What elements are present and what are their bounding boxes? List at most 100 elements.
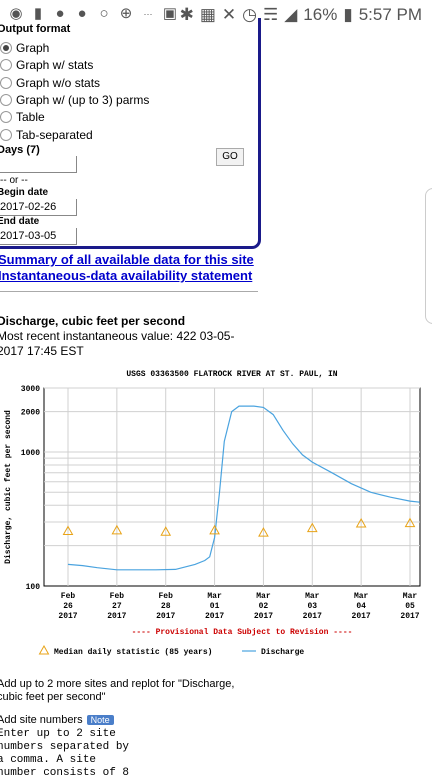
y-axis-label: Discharge, cubic feet per second bbox=[4, 410, 13, 564]
summary-link[interactable]: Summary of all available data for this s… bbox=[0, 252, 254, 267]
radio-label: Table bbox=[16, 110, 45, 124]
or-label: -- or -- bbox=[0, 175, 28, 186]
x-tick-label: 2017 bbox=[352, 612, 371, 621]
begin-date-input[interactable]: 2017-02-26 bbox=[0, 199, 77, 216]
median-point bbox=[209, 524, 220, 535]
availability-link[interactable]: Instantaneous-data availability statemen… bbox=[0, 268, 253, 283]
x-tick-label: 2017 bbox=[58, 612, 77, 621]
y-tick-label: 1000 bbox=[21, 449, 40, 458]
x-tick-label: 2017 bbox=[400, 612, 419, 621]
radio-button[interactable] bbox=[0, 77, 12, 89]
image-icon: ▣ bbox=[162, 5, 178, 22]
radio-graph[interactable]: Graph bbox=[0, 41, 49, 55]
x-tick-label: 01 bbox=[210, 602, 220, 611]
radio-graph-with-stats[interactable]: Graph w/ stats bbox=[0, 58, 93, 72]
radio-label: Graph w/ stats bbox=[16, 58, 94, 72]
system-icons: ✱ ▦ ✕ ◷ ☴ ◢ 16% ▮ 5:57 PM bbox=[180, 5, 422, 25]
days-label: Days (7) bbox=[0, 144, 40, 156]
radio-button[interactable] bbox=[0, 94, 12, 106]
x-tick-label: 27 bbox=[112, 602, 122, 611]
x-tick-label: Mar bbox=[403, 592, 418, 601]
median-point bbox=[306, 522, 318, 533]
parameter-title: Discharge, cubic feet per second bbox=[0, 314, 186, 328]
radio-graph-with-parms[interactable]: Graph w/ (up to 3) parms bbox=[0, 93, 149, 107]
legend-median-label: Median daily statistic (85 years) bbox=[54, 648, 212, 657]
x-tick-label: 03 bbox=[307, 602, 317, 611]
add-site-numbers-row[interactable]: Add site numbers Note bbox=[0, 714, 114, 726]
more-icon: ··· bbox=[143, 9, 153, 19]
x-tick-label: Mar bbox=[354, 592, 369, 601]
add-site-label[interactable]: Add site numbers bbox=[0, 714, 83, 726]
x-tick-label: 02 bbox=[259, 602, 269, 611]
x-tick-label: Feb bbox=[61, 592, 76, 601]
x-tick-label: 04 bbox=[356, 602, 366, 611]
chart-title: USGS 03363500 FLATROCK RIVER AT ST. PAUL… bbox=[126, 370, 337, 379]
app-icon: ● bbox=[55, 5, 65, 22]
x-tick-label: 26 bbox=[63, 602, 73, 611]
radio-table[interactable]: Table bbox=[0, 110, 45, 124]
radio-graph-without-stats[interactable]: Graph w/o stats bbox=[0, 76, 100, 90]
hydrograph-chart: USGS 03363500 FLATROCK RIVER AT ST. PAUL… bbox=[0, 362, 432, 662]
recent-value: Most recent instantaneous value: 422 03-… bbox=[0, 329, 235, 358]
radio-label: Graph w/ (up to 3) parms bbox=[16, 93, 150, 107]
clock: 5:57 PM bbox=[358, 5, 422, 24]
discharge-line bbox=[67, 405, 420, 571]
output-format-label: Output format bbox=[0, 23, 71, 35]
radio-button[interactable] bbox=[0, 59, 12, 71]
chart-svg: USGS 03363500 FLATROCK RIVER AT ST. PAUL… bbox=[4, 370, 421, 657]
go-button[interactable]: GO bbox=[216, 148, 244, 166]
pinterest-icon: ◉ bbox=[9, 5, 23, 22]
radio-button[interactable] bbox=[0, 129, 12, 141]
circle-icon: ○ bbox=[99, 5, 109, 22]
plus-icon: ⊕ bbox=[119, 5, 133, 22]
side-scroll-handle[interactable] bbox=[425, 188, 432, 324]
x-tick-label: Feb bbox=[110, 592, 125, 601]
message-icon: ▮ bbox=[33, 5, 43, 22]
x-tick-label: Mar bbox=[305, 592, 320, 601]
provisional-note: ---- Provisional Data Subject to Revisio… bbox=[132, 628, 353, 637]
output-options-box bbox=[0, 18, 261, 249]
nfc-icon: ▦ bbox=[199, 5, 216, 24]
radio-label: Tab-separated bbox=[16, 128, 93, 142]
end-date-label: End date bbox=[0, 216, 40, 227]
median-point bbox=[160, 526, 172, 536]
x-tick-label: 2017 bbox=[107, 612, 126, 621]
app-icon-2: ● bbox=[77, 5, 87, 22]
bluetooth-icon: ✱ bbox=[179, 5, 194, 24]
median-point bbox=[355, 517, 367, 528]
begin-date-label: Begin date bbox=[0, 187, 49, 198]
y-tick-label: 100 bbox=[26, 583, 41, 592]
wifi-icon: ☴ bbox=[262, 5, 279, 24]
note-badge[interactable]: Note bbox=[86, 715, 114, 725]
enter-site-instructions: Enter up to 2 site numbers separated by … bbox=[0, 728, 130, 779]
median-point bbox=[62, 525, 74, 536]
radio-button[interactable] bbox=[0, 42, 12, 54]
y-tick-label: 3000 bbox=[21, 385, 40, 394]
plot-area bbox=[43, 387, 421, 587]
divider bbox=[0, 291, 258, 292]
mute-icon: ✕ bbox=[221, 5, 237, 24]
status-bar: ◉ ▮ ● ● ○ ⊕ ··· ▣ ✱ ▦ ✕ ◷ ☴ ◢ 16% ▮ 5:57… bbox=[0, 0, 432, 31]
notification-icons: ◉ ▮ ● ● ○ ⊕ ··· ▣ bbox=[8, 6, 178, 22]
y-tick-label: 2000 bbox=[21, 409, 40, 418]
radio-tab-separated[interactable]: Tab-separated bbox=[0, 128, 93, 142]
days-input[interactable] bbox=[0, 156, 77, 173]
x-tick-label: Feb bbox=[159, 592, 174, 601]
x-tick-label: 05 bbox=[405, 602, 415, 611]
signal-icon: ◢ bbox=[284, 5, 298, 24]
x-tick-label: Mar bbox=[256, 592, 271, 601]
add-sites-note: Add up to 2 more sites and replot for "D… bbox=[0, 678, 235, 703]
median-point bbox=[111, 524, 123, 535]
x-tick-label: 2017 bbox=[156, 612, 175, 621]
x-tick-label: 2017 bbox=[205, 612, 224, 621]
battery-icon: ▮ bbox=[343, 5, 353, 24]
x-tick-label: 2017 bbox=[303, 612, 322, 621]
legend-discharge-label: Discharge bbox=[261, 648, 304, 657]
x-tick-label: 2017 bbox=[254, 612, 273, 621]
x-tick-label: Mar bbox=[207, 592, 222, 601]
median-point bbox=[258, 527, 269, 537]
end-date-input[interactable]: 2017-03-05 bbox=[0, 228, 77, 245]
battery-percent: 16% bbox=[303, 5, 338, 24]
radio-button[interactable] bbox=[0, 111, 12, 123]
legend-median-marker bbox=[38, 644, 50, 655]
